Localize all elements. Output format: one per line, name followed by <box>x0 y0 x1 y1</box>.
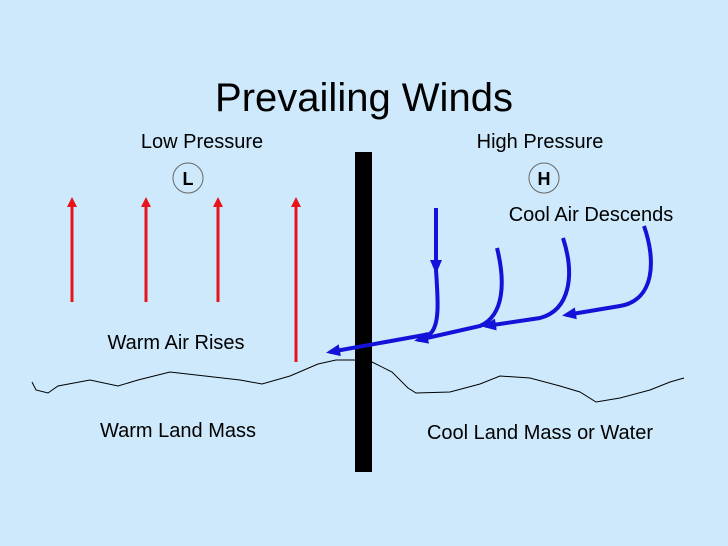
high-pressure-label: High Pressure <box>477 131 604 153</box>
blue-arrow <box>326 269 440 357</box>
low-pressure-label: Low Pressure <box>141 131 263 153</box>
warm-land-label: Warm Land Mass <box>100 420 256 442</box>
title: Prevailing Winds <box>215 76 513 120</box>
blue-arrow <box>414 247 504 344</box>
high-symbol: H <box>538 169 551 189</box>
low-symbol-circle <box>172 162 204 194</box>
high-symbol-circle <box>528 162 560 194</box>
cool-air-arrows <box>326 208 653 357</box>
divider <box>355 152 372 472</box>
blue-arrow <box>562 225 653 320</box>
blue-arrow <box>482 237 571 331</box>
cool-land-label: Cool Land Mass or Water <box>427 422 653 444</box>
cool-air-label: Cool Air Descends <box>509 204 674 226</box>
low-symbol: L <box>183 169 194 189</box>
warm-air-label: Warm Air Rises <box>107 332 244 354</box>
warm-air-arrows <box>67 197 301 362</box>
